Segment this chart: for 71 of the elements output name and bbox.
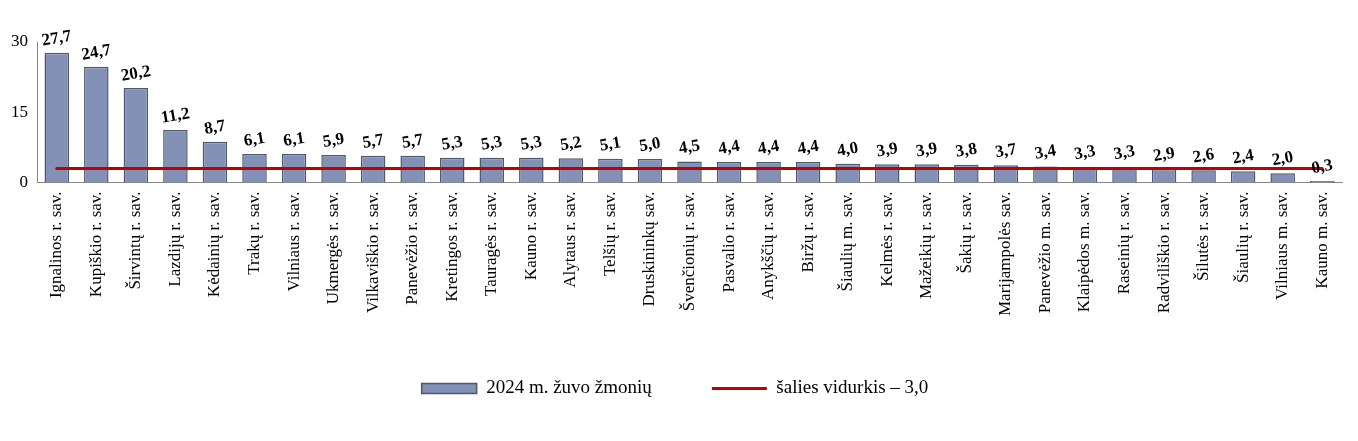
- x-tick-label: Ignalinos r. sav.: [46, 191, 66, 299]
- x-tick-label: Šakių r. sav.: [955, 191, 975, 274]
- x-tick-label: Klaipėdos m. sav.: [1074, 191, 1094, 313]
- x-tick-label: Panevėžio m. sav.: [1034, 191, 1054, 314]
- x-tick-label: Širvintų r. sav.: [125, 191, 145, 290]
- x-tick-label: Radviliškio r. sav.: [1153, 191, 1173, 314]
- data-label: 3,3: [1112, 140, 1137, 164]
- x-tick-label: Vilniaus r. sav.: [283, 191, 303, 292]
- data-label: 3,4: [1033, 140, 1058, 163]
- data-label: 11,2: [159, 103, 192, 127]
- x-tick-label: Kėdainių r. sav.: [204, 191, 224, 298]
- x-tick-label: Panevėžio r. sav.: [402, 191, 422, 305]
- x-tick-label: Telšių r. sav.: [599, 191, 619, 277]
- x-tick-label: Pasvalio r. sav.: [718, 191, 738, 293]
- data-label: 3,8: [954, 138, 979, 161]
- data-label: 5,2: [558, 131, 583, 155]
- data-label: 5,3: [519, 131, 544, 154]
- data-label: 5,3: [439, 131, 465, 154]
- data-label: 4,4: [716, 135, 742, 158]
- y-tick-label: 30: [11, 31, 28, 51]
- x-tick-label: Alytaus r. sav.: [560, 191, 580, 288]
- data-label: 4,0: [835, 137, 860, 160]
- x-tick-label: Švenčionių r. sav.: [678, 191, 698, 312]
- x-tick-label: Lazdijų r. sav.: [164, 191, 184, 287]
- data-label: 20,2: [119, 60, 152, 85]
- x-tick-label: Marijampolės sav.: [995, 191, 1015, 317]
- data-label: 5,7: [400, 129, 426, 152]
- data-label: 6,1: [281, 127, 306, 151]
- data-label: 5,1: [598, 132, 623, 155]
- x-tick-label: Vilkaviškio r. sav.: [362, 191, 382, 314]
- data-label: 8,7: [202, 115, 228, 138]
- x-tick-label: Tauragės r. sav.: [481, 191, 501, 296]
- y-tick-label: 15: [11, 101, 28, 121]
- y-tick-label: 0: [19, 171, 28, 191]
- data-label: 3,3: [1072, 140, 1097, 164]
- x-tick-label: Ukmergės r. sav.: [323, 191, 343, 305]
- data-label: 3,9: [874, 138, 900, 161]
- x-tick-label: Šilutės r. sav.: [1193, 191, 1213, 282]
- x-tick-label: Kupiškio r. sav.: [85, 191, 105, 298]
- x-tick-label: Šiaulių r. sav.: [1232, 191, 1252, 283]
- legend-label: šalies vidurkis – 3,0: [776, 376, 929, 398]
- legend-label: 2024 m. žuvo žmonių: [486, 376, 653, 398]
- x-tick-label: Trakų r. sav.: [243, 191, 263, 275]
- x-tick-label: Raseinių r. sav.: [1113, 191, 1133, 295]
- data-label: 6,1: [242, 127, 267, 151]
- data-label: 3,9: [914, 138, 939, 161]
- x-tick-label: Druskininkų sav.: [639, 191, 659, 307]
- data-label: 27,7: [40, 25, 74, 50]
- data-label: 0,3: [1309, 154, 1335, 178]
- data-label: 2,4: [1230, 144, 1256, 168]
- x-tick-label: Biržų r. sav.: [797, 191, 817, 273]
- x-tick-label: Kelmės r. sav.: [876, 191, 896, 287]
- data-label: 2,0: [1270, 146, 1295, 170]
- data-label: 3,7: [993, 138, 1019, 162]
- data-label: 2,9: [1151, 142, 1176, 165]
- x-tick-label: Mažeikių r. sav.: [916, 191, 936, 300]
- x-tick-label: Vilniaus m. sav.: [1272, 191, 1292, 300]
- data-label: 4,5: [677, 135, 702, 158]
- x-tick-label: Kauno r. sav.: [520, 191, 540, 281]
- data-label: 4,4: [795, 135, 821, 158]
- x-tick-label: Šiaulių m. sav.: [837, 191, 857, 292]
- x-tick-label: Kretingos r. sav.: [441, 191, 461, 302]
- data-label: 4,4: [756, 135, 781, 158]
- x-tick-label: Anykščių r. sav.: [758, 191, 778, 300]
- data-label: 24,7: [79, 39, 113, 64]
- data-label: 5,3: [479, 131, 504, 154]
- data-label: 5,9: [321, 128, 346, 151]
- data-label: 5,7: [360, 129, 386, 152]
- x-tick-label: Kauno m. sav.: [1311, 191, 1331, 289]
- data-label: 2,6: [1191, 144, 1216, 167]
- data-label: 5,0: [637, 132, 662, 156]
